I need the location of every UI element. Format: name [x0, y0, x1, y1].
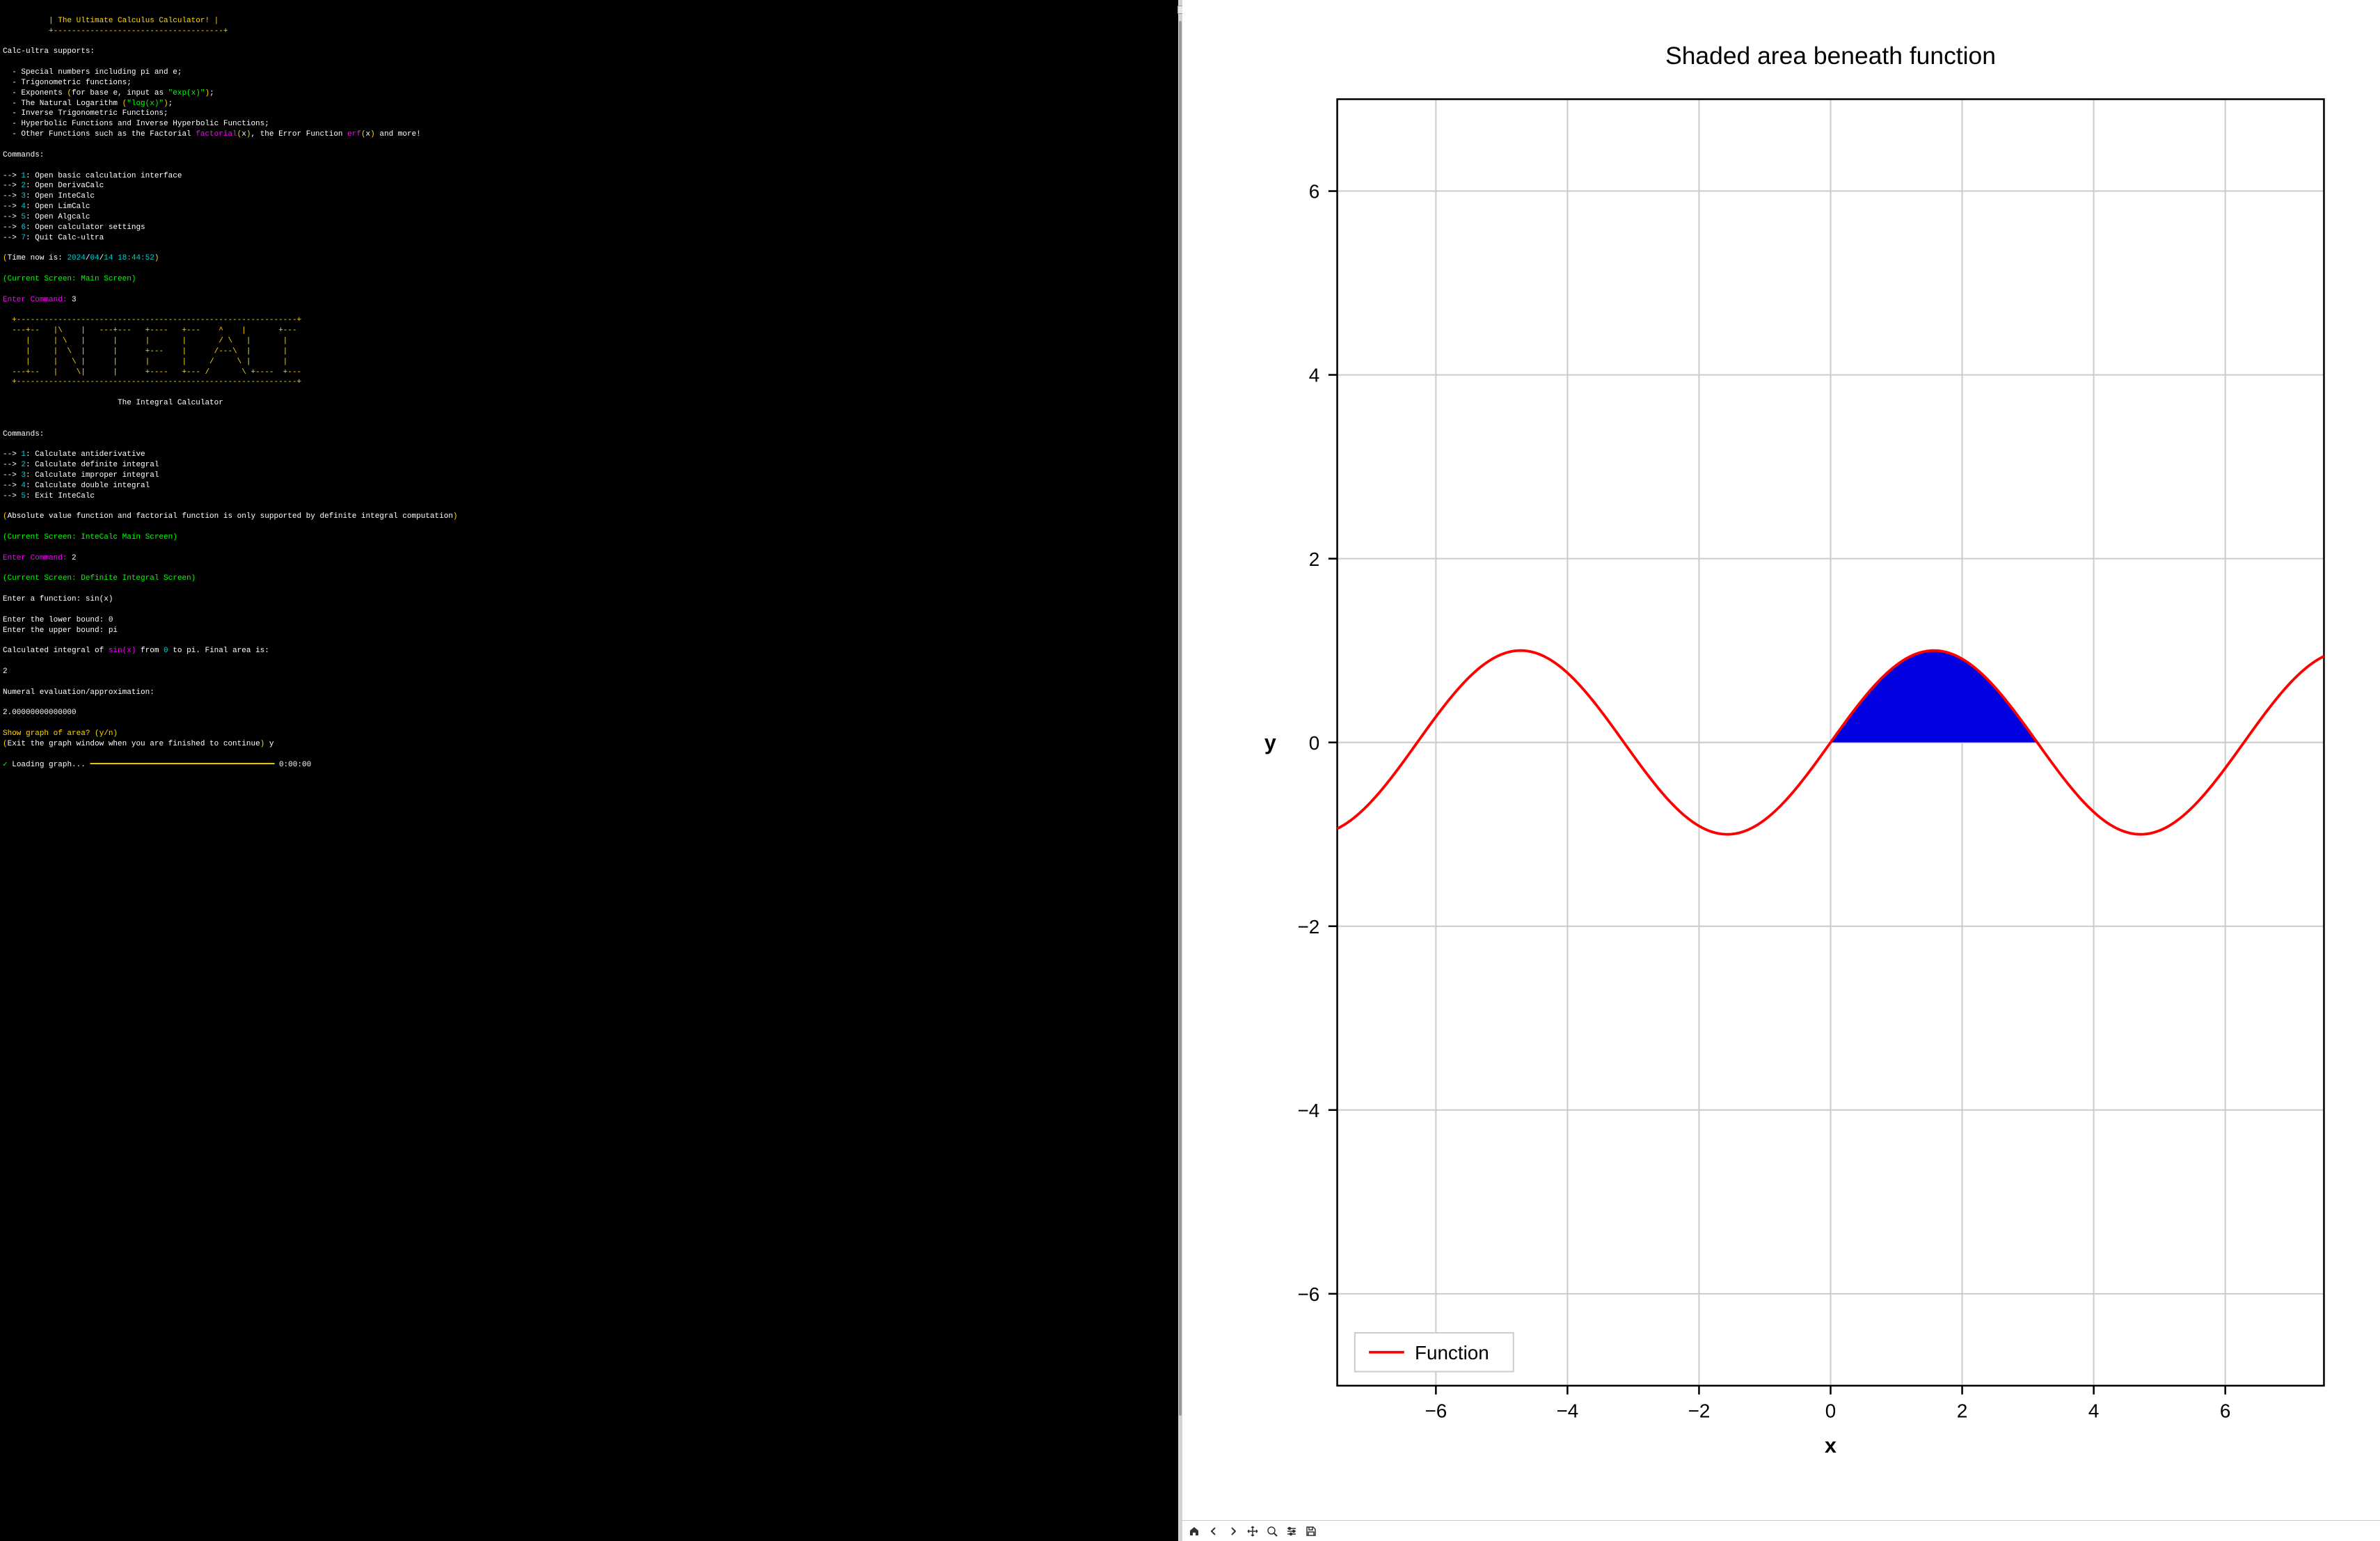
svg-text:4: 4: [1309, 365, 1320, 386]
numeral-value: 2.00000000000000: [3, 709, 77, 717]
supports-header: Calc-ultra supports:: [3, 47, 95, 56]
input-row: Enter the lower bound: 0: [3, 616, 113, 624]
svg-text:−4: −4: [1556, 1400, 1578, 1421]
cmd-row: --> 6: Open calculator settings: [3, 223, 145, 232]
support-item: - Hyperbolic Functions and Inverse Hyper…: [3, 120, 269, 128]
support-item: - Trigonometric functions;: [3, 79, 132, 87]
terminal-pane[interactable]: | The Ultimate Calculus Calculator! | +-…: [0, 0, 1178, 1541]
svg-text:x: x: [1825, 1434, 1836, 1457]
svg-text:0: 0: [1309, 732, 1320, 754]
svg-text:−6: −6: [1297, 1283, 1319, 1305]
ascii-art: +---------------------------------------…: [3, 378, 301, 386]
cmd-row: --> 4: Open LimCalc: [3, 203, 90, 211]
forward-icon[interactable]: [1224, 1523, 1242, 1540]
result-value: 2: [3, 667, 8, 676]
configure-icon[interactable]: [1283, 1523, 1301, 1540]
note-row: (Absolute value function and factorial f…: [3, 512, 458, 521]
svg-text:−4: −4: [1297, 1100, 1319, 1121]
cmd-row: --> 1: Calculate antiderivative: [3, 450, 145, 459]
plot-toolbar: [1182, 1520, 2380, 1541]
ascii-art: | | \ | | | | / \ | |: [3, 337, 287, 345]
cmd-row: --> 2: Calculate definite integral: [3, 461, 159, 469]
svg-text:−6: −6: [1425, 1400, 1447, 1421]
save-icon[interactable]: [1302, 1523, 1320, 1540]
svg-text:Shaded area beneath function: Shaded area beneath function: [1665, 42, 1996, 70]
svg-text:6: 6: [2220, 1400, 2231, 1421]
pan-icon[interactable]: [1244, 1523, 1262, 1540]
cmd-row: --> 5: Exit InteCalc: [3, 492, 95, 500]
cmd-row: --> 2: Open DerivaCalc: [3, 182, 104, 190]
svg-text:2: 2: [1957, 1400, 1968, 1421]
svg-text:0: 0: [1825, 1400, 1836, 1421]
support-item: - Exponents (for base e, input as "exp(x…: [3, 89, 214, 97]
chart-svg: Shaded area beneath function −6 −4 −2 0 2 4 6 −6…: [1196, 14, 2359, 1506]
svg-text:−2: −2: [1688, 1400, 1710, 1421]
support-item: - Inverse Trigonometric Functions;: [3, 109, 168, 118]
current-screen: (Current Screen: InteCalc Main Screen): [3, 533, 177, 542]
svg-text:6: 6: [1309, 181, 1320, 203]
input-row: Enter the upper bound: pi: [3, 626, 118, 635]
current-screen: (Current Screen: Main Screen): [3, 275, 136, 283]
cmd-row: --> 4: Calculate double integral: [3, 482, 150, 490]
time-row: (Time now is: 2024/04/14 18:44:52): [3, 254, 159, 262]
ascii-art: +---------------------------------------…: [3, 316, 301, 324]
loading-row: ✓ Loading graph... ━━━━━━━━━━━━━━━━━━━━━…: [3, 761, 311, 769]
prompt-row: Enter Command: 3: [3, 296, 77, 304]
ascii-art: ---+-- |\ | ---+--- +---- +--- ^ | +---: [3, 326, 296, 335]
plot-pane: Shaded area beneath function −6 −4 −2 0 2 4 6 −6…: [1182, 0, 2380, 1541]
support-item: - Special numbers including pi and e;: [3, 68, 182, 77]
banner-border: +-------------------------------------+: [3, 27, 228, 35]
cmd-row: --> 7: Quit Calc-ultra: [3, 234, 104, 242]
cmd-row: --> 5: Open Algcalc: [3, 213, 90, 221]
back-icon[interactable]: [1205, 1523, 1223, 1540]
svg-text:−2: −2: [1297, 916, 1319, 938]
result-row: Calculated integral of sin(x) from 0 to …: [3, 647, 269, 655]
exit-hint: (Exit the graph window when you are fini…: [3, 740, 273, 748]
svg-text:Function: Function: [1415, 1342, 1489, 1364]
commands-header: Commands:: [3, 430, 44, 438]
banner-title: | The Ultimate Calculus Calculator! |: [3, 17, 219, 25]
support-item: - The Natural Logarithm ("log(x)");: [3, 100, 173, 108]
divider-track: [1179, 21, 1182, 1416]
ascii-art: | | \ | | | | / \ | |: [3, 358, 287, 366]
svg-text:4: 4: [2088, 1400, 2100, 1421]
input-row: Enter a function: sin(x): [3, 595, 113, 603]
current-screen: (Current Screen: Definite Integral Scree…: [3, 574, 196, 583]
ascii-art: | | \ | | +--- | /---\ | |: [3, 347, 287, 356]
plot-area[interactable]: Shaded area beneath function −6 −4 −2 0 2 4 6 −6…: [1182, 0, 2380, 1520]
svg-text:2: 2: [1309, 548, 1320, 570]
cmd-row: --> 3: Calculate improper integral: [3, 471, 159, 480]
cmd-row: --> 3: Open InteCalc: [3, 192, 95, 200]
show-graph-prompt: Show graph of area? (y/n): [3, 729, 118, 738]
commands-header: Commands:: [3, 151, 44, 159]
ascii-art: ---+-- | \| | +---- +--- / \ +---- +---: [3, 368, 301, 377]
numeral-label: Numeral evaluation/approximation:: [3, 688, 154, 697]
home-icon[interactable]: [1185, 1523, 1203, 1540]
zoom-icon[interactable]: [1263, 1523, 1281, 1540]
svg-text:y: y: [1264, 731, 1276, 754]
section-title: The Integral Calculator: [3, 399, 223, 407]
cmd-row: --> 1: Open basic calculation interface: [3, 172, 182, 180]
support-item: - Other Functions such as the Factorial …: [3, 130, 421, 139]
prompt-row: Enter Command: 2: [3, 554, 77, 562]
